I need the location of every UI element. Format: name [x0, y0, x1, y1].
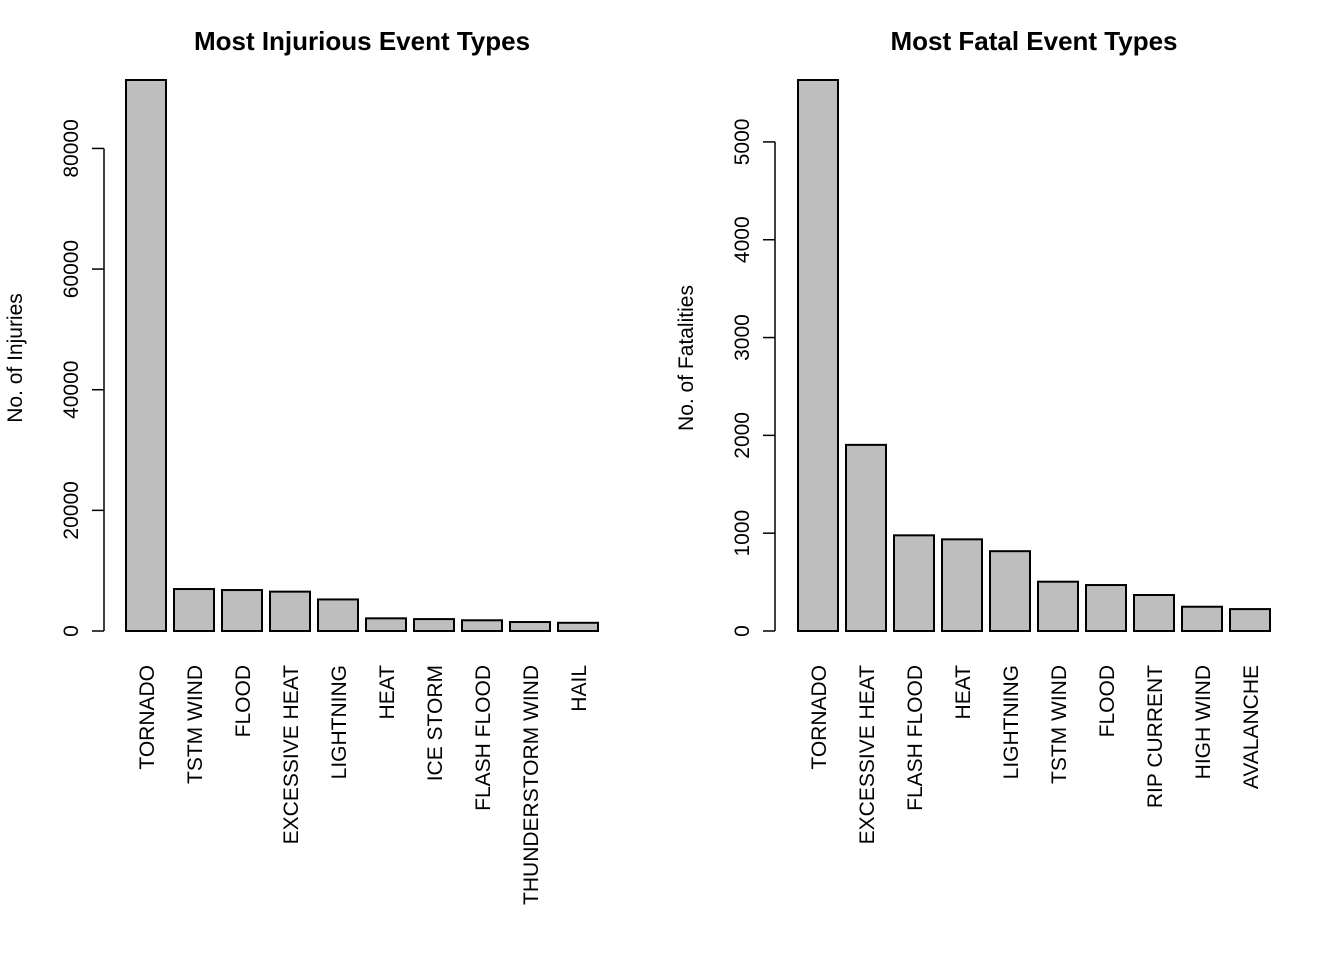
injuries-y-axis-label: No. of Injuries — [4, 293, 27, 423]
injuries-bar-3 — [269, 590, 311, 632]
fatalities-bars — [797, 79, 1271, 633]
injuries-category-labels: TORNADO TSTM WIND FLOOD EXCESSIVE HEAT LIGHT… — [136, 665, 591, 905]
injuries-category-label-4: LIGHTNING — [328, 665, 351, 779]
fatalities-chart-title: Most Fatal Event Types — [890, 26, 1177, 56]
injuries-y-tick-label-2: 40000 — [60, 361, 83, 419]
fatalities-category-label-7: RIP CURRENT — [1144, 665, 1167, 808]
fatalities-category-label-8: HIGH WIND — [1192, 665, 1215, 779]
injuries-chart-title: Most Injurious Event Types — [194, 26, 530, 56]
fatalities-category-label-6: FLOOD — [1096, 665, 1119, 737]
fatalities-y-tick-label-4: 4000 — [731, 216, 754, 263]
fatalities-chart-panel: Most Fatal Event Types No. of Fatalities… — [675, 26, 1271, 845]
injuries-category-label-5: HEAT — [376, 665, 399, 720]
fatalities-category-label-0: TORNADO — [808, 665, 831, 770]
fatalities-category-label-3: HEAT — [952, 665, 975, 720]
injuries-bar-7 — [461, 619, 503, 633]
fatalities-bar-8 — [1181, 605, 1223, 632]
fatalities-y-axis-label: No. of Fatalities — [675, 285, 698, 431]
fatalities-category-label-2: FLASH FLOOD — [904, 665, 927, 811]
fatalities-y-tick-label-5: 5000 — [731, 119, 754, 166]
fatalities-bar-4 — [989, 550, 1031, 632]
fatalities-category-label-5: TSTM WIND — [1048, 665, 1071, 784]
fatalities-y-tick-label-1: 1000 — [731, 510, 754, 557]
fatalities-bar-7 — [1133, 594, 1175, 632]
injuries-bar-6 — [413, 618, 455, 633]
fatalities-bar-2 — [893, 534, 935, 632]
injuries-category-label-6: ICE STORM — [424, 665, 447, 781]
injuries-y-tick-label-3: 60000 — [60, 240, 83, 298]
injuries-category-label-0: TORNADO — [136, 665, 159, 770]
injuries-category-label-7: FLASH FLOOD — [472, 665, 495, 811]
fatalities-y-tick-label-2: 2000 — [731, 412, 754, 459]
injuries-category-label-2: FLOOD — [232, 665, 255, 737]
injuries-bar-4 — [317, 598, 359, 632]
fatalities-category-labels: TORNADO EXCESSIVE HEAT FLASH FLOOD HEAT LIGH… — [808, 665, 1263, 845]
injuries-bar-5 — [365, 617, 407, 632]
injuries-bar-9 — [557, 621, 599, 632]
fatalities-bar-0 — [797, 79, 839, 632]
fatalities-y-axis: 0 1000 2000 3000 4000 5000 — [731, 119, 776, 637]
fatalities-category-label-9: AVALANCHE — [1240, 665, 1263, 789]
injuries-category-label-9: HAIL — [568, 665, 591, 712]
injuries-chart-panel: Most Injurious Event Types No. of Injuri… — [4, 26, 599, 905]
injuries-y-axis: 0 20000 40000 60000 80000 — [60, 119, 105, 637]
fatalities-category-label-4: LIGHTNING — [1000, 665, 1023, 779]
injuries-category-label-3: EXCESSIVE HEAT — [280, 665, 303, 845]
fatalities-bar-6 — [1085, 584, 1127, 632]
injuries-category-label-8: THUNDERSTORM WIND — [520, 665, 543, 905]
injuries-bar-2 — [221, 589, 263, 633]
injuries-category-label-1: TSTM WIND — [184, 665, 207, 784]
fatalities-category-label-1: EXCESSIVE HEAT — [856, 665, 879, 845]
injuries-bar-1 — [173, 588, 215, 632]
injuries-bar-0 — [125, 79, 167, 632]
fatalities-y-tick-label-3: 3000 — [731, 314, 754, 361]
injuries-y-tick-label-0: 0 — [60, 625, 83, 637]
fatalities-bar-3 — [941, 538, 983, 633]
injuries-y-tick-label-4: 80000 — [60, 119, 83, 177]
injuries-y-tick-label-1: 20000 — [60, 481, 83, 539]
injuries-bar-8 — [509, 621, 551, 632]
fatalities-bar-9 — [1229, 608, 1271, 632]
fatalities-y-tick-label-0: 0 — [731, 625, 754, 637]
injuries-bars — [125, 79, 599, 633]
fatalities-bar-1 — [845, 443, 887, 632]
fatalities-bar-5 — [1037, 580, 1079, 632]
